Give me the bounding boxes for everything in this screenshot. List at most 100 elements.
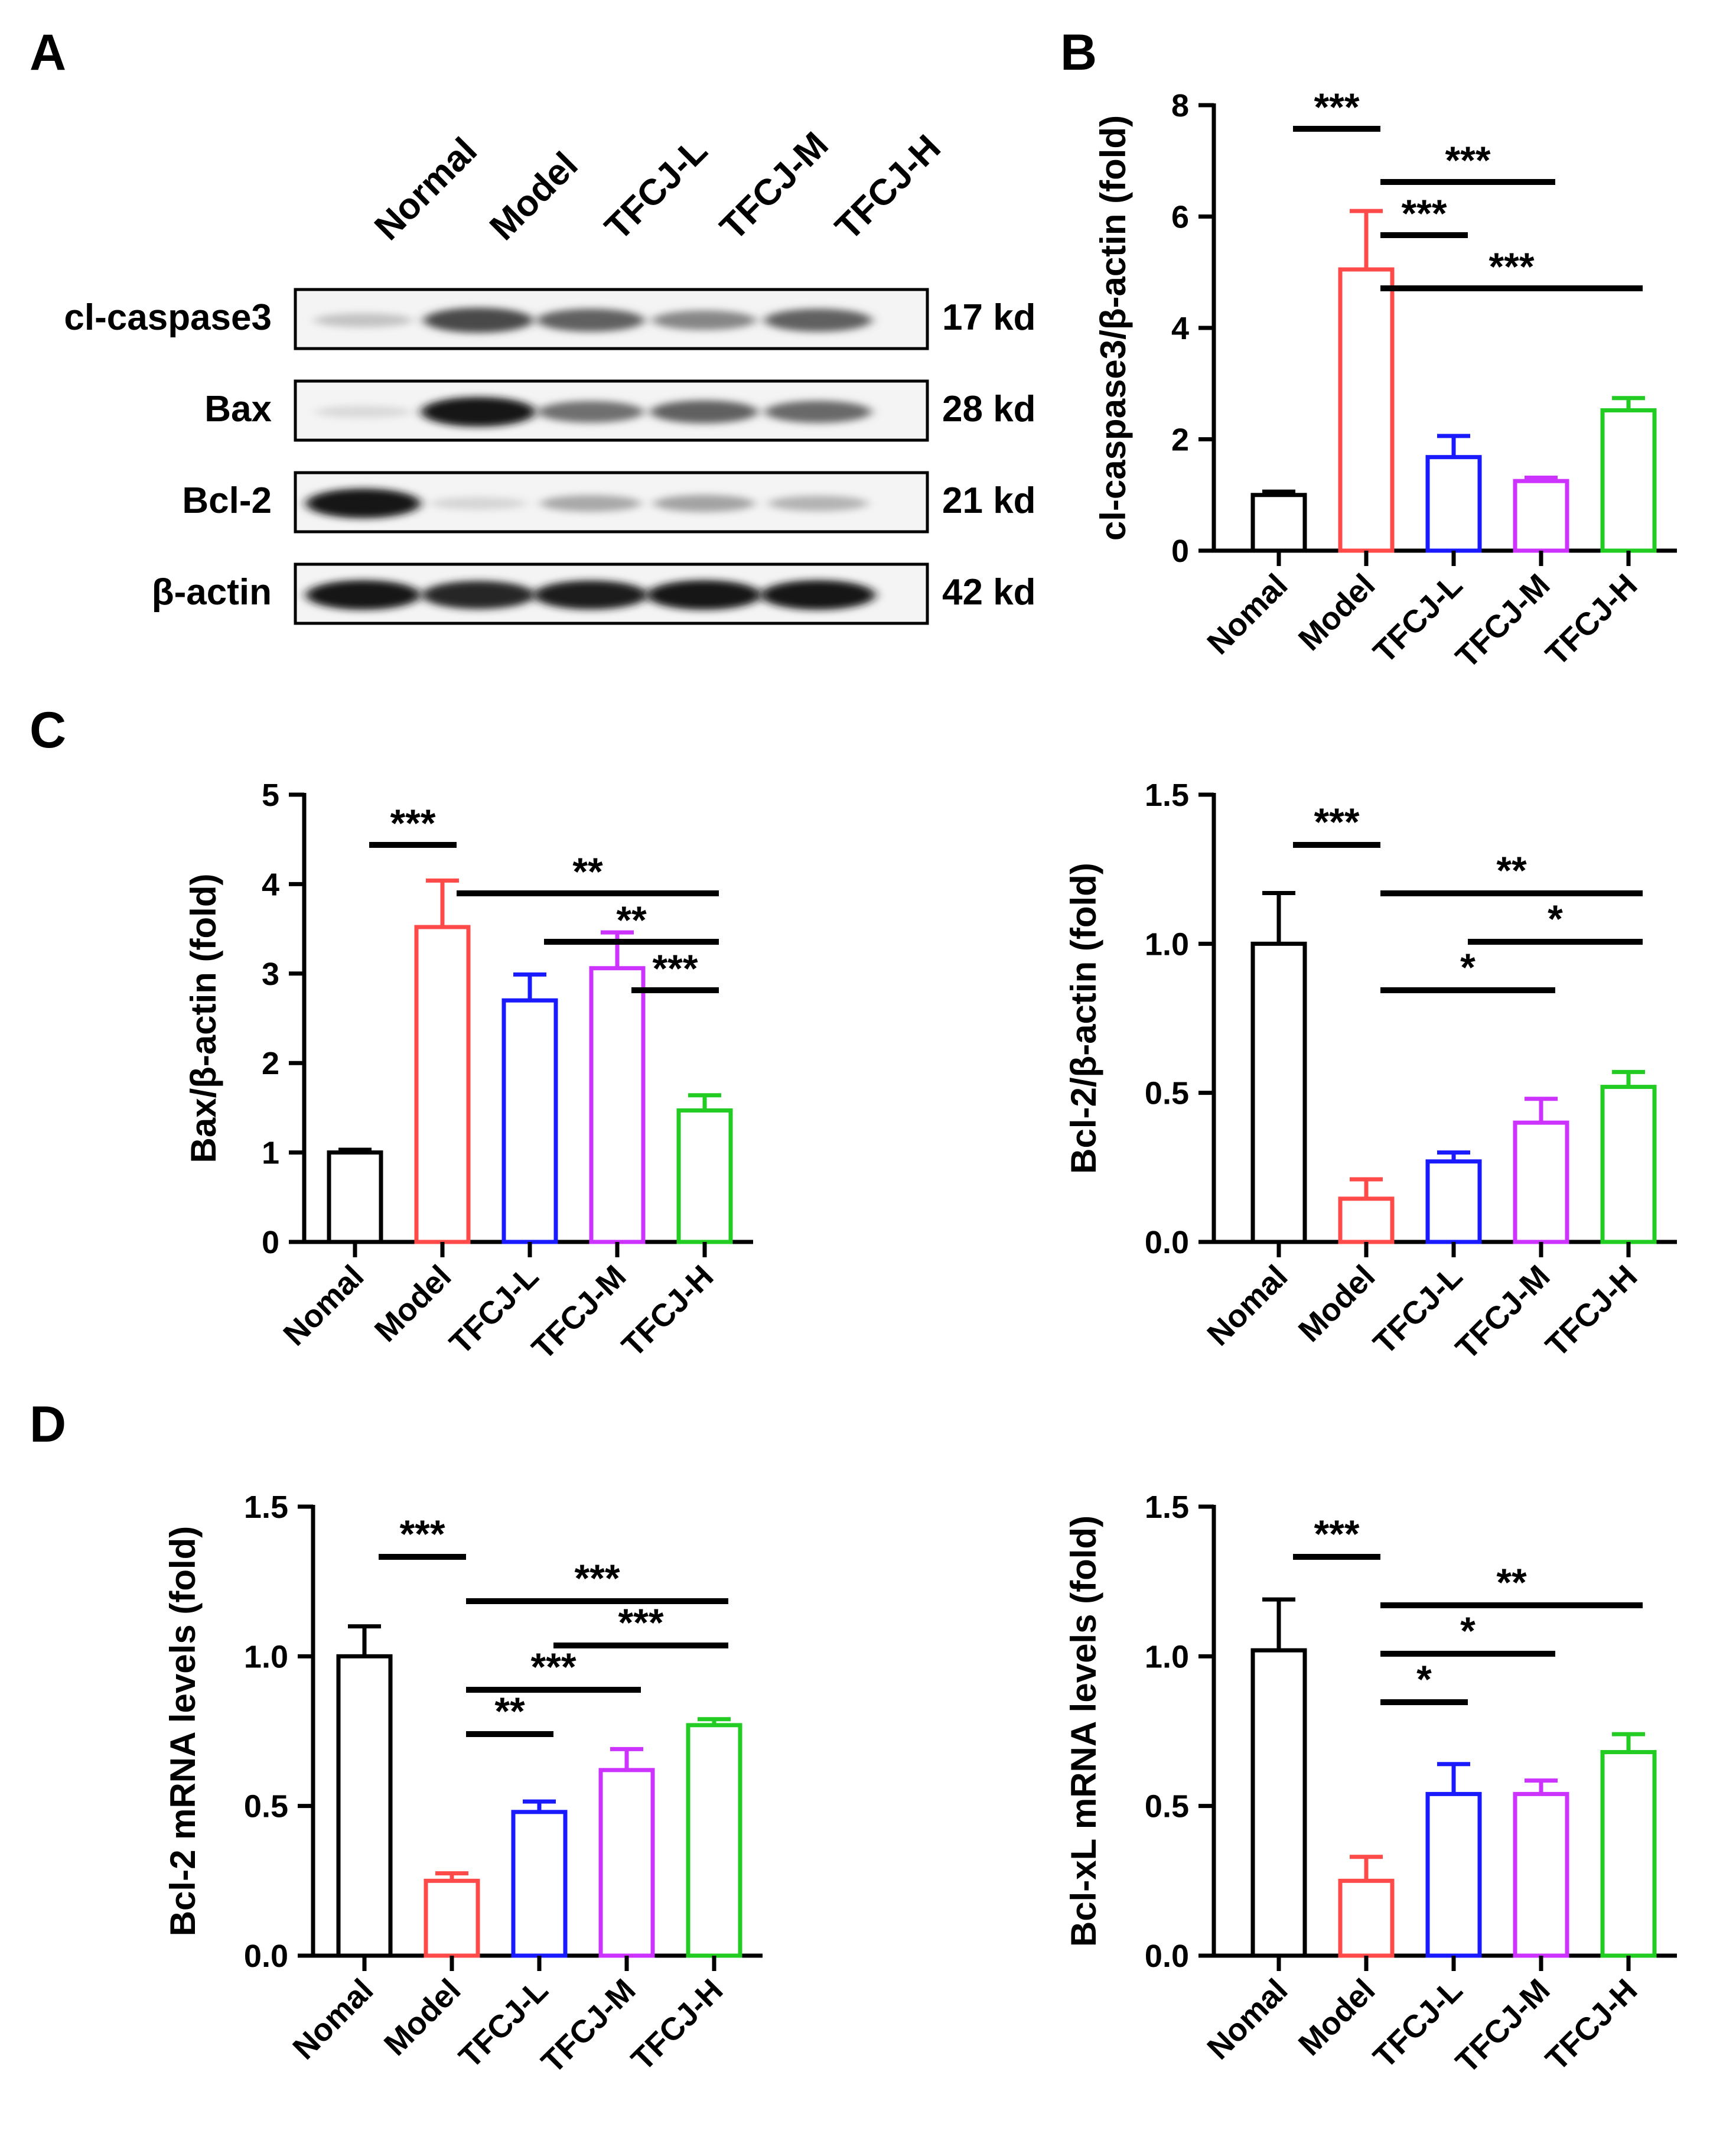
y-tick-label: 5 bbox=[262, 778, 279, 813]
significance-stars: *** bbox=[1489, 245, 1534, 288]
bar-tfcj-h bbox=[686, 1723, 742, 1958]
significance-stars: * bbox=[1416, 1657, 1432, 1701]
y-tick-label: 1 bbox=[262, 1136, 279, 1171]
blot-band bbox=[430, 497, 527, 510]
y-tick-label: 0.5 bbox=[1145, 1789, 1189, 1824]
y-tick-label: 0.5 bbox=[1145, 1076, 1189, 1111]
blot-size-label: 42 kd bbox=[942, 572, 1036, 613]
y-tick-label: 2 bbox=[1171, 422, 1189, 458]
x-tick-label-tfcj-m: TFCJ-M bbox=[1449, 1972, 1556, 2080]
x-tick-label-tfcj-h: TFCJ-H bbox=[615, 1258, 720, 1364]
blot-band bbox=[421, 396, 536, 427]
blot-band bbox=[540, 495, 641, 512]
x-tick-label-nomal: Nomal bbox=[1200, 1258, 1294, 1352]
significance-stars: ** bbox=[616, 898, 647, 942]
chart-bcl2-mrna: 0.0 0.5 1.0 1.5 Bcl-2 mRNA levels (fold) Noma… bbox=[163, 1489, 763, 2080]
y-tick-label: 1.0 bbox=[1145, 1639, 1189, 1674]
bar-tfcj-m bbox=[1513, 1791, 1569, 1958]
lane-header-tfcj-m: TFCJ-M bbox=[712, 124, 836, 248]
significance-stars: *** bbox=[652, 947, 698, 990]
panel-label-b: B bbox=[1060, 24, 1097, 81]
bar-nomal bbox=[1250, 1648, 1307, 1958]
bar-model bbox=[1338, 267, 1395, 553]
x-tick-label-tfcj-m: TFCJ-M bbox=[1449, 1258, 1556, 1366]
blot-band bbox=[315, 405, 412, 418]
blot-protein-label: cl-caspase3 bbox=[64, 297, 272, 338]
y-tick-label: 0.5 bbox=[244, 1789, 288, 1824]
blot-protein-label: β-actin bbox=[152, 572, 272, 613]
x-tick-label-tfcj-h: TFCJ-H bbox=[1539, 1972, 1644, 2077]
y-tick-label: 3 bbox=[262, 957, 279, 992]
blot-row-actin: β-actin 42 kd bbox=[152, 562, 1036, 625]
bar-tfcj-m bbox=[598, 1768, 655, 1958]
bar-tfcj-l bbox=[501, 998, 558, 1244]
blot-band bbox=[536, 308, 645, 332]
y-tick-label: 8 bbox=[1171, 88, 1189, 123]
x-tick-label-tfcj-m: TFCJ-M bbox=[535, 1972, 642, 2080]
y-axis-title: Bcl-xL mRNA levels (fold) bbox=[1064, 1515, 1103, 1947]
significance-stars: *** bbox=[574, 1556, 620, 1600]
blot-band bbox=[422, 581, 535, 609]
blot-band bbox=[538, 401, 644, 423]
bar-model bbox=[1338, 1878, 1395, 1958]
bar-model bbox=[414, 925, 471, 1244]
lane-header-tfcj-h: TFCJ-H bbox=[828, 127, 949, 248]
significance-stars: ** bbox=[494, 1689, 525, 1733]
bar-model bbox=[1338, 1196, 1395, 1244]
blot-size-label: 17 kd bbox=[942, 297, 1036, 338]
blot-band bbox=[760, 580, 876, 610]
blot-protein-label: Bax bbox=[204, 389, 272, 430]
y-tick-label: 0 bbox=[1171, 534, 1189, 569]
blot-band bbox=[646, 580, 762, 610]
significance-stars: * bbox=[1460, 1609, 1476, 1653]
y-tick-label: 0.0 bbox=[244, 1939, 288, 1974]
x-tick-label-tfcj-h: TFCJ-H bbox=[624, 1972, 729, 2077]
blot-band bbox=[764, 401, 872, 423]
blot-band bbox=[653, 495, 755, 512]
y-tick-label: 4 bbox=[262, 867, 279, 902]
blot-band bbox=[305, 580, 421, 610]
y-tick-label: 0.0 bbox=[1145, 1225, 1189, 1260]
significance-stars: *** bbox=[1314, 85, 1359, 129]
y-tick-label: 4 bbox=[1171, 311, 1189, 346]
blot-band bbox=[650, 400, 758, 424]
bar-tfcj-l bbox=[1425, 1159, 1482, 1244]
y-axis-title: Bcl-2 mRNA levels (fold) bbox=[163, 1526, 203, 1937]
bar-tfcj-h bbox=[676, 1108, 733, 1244]
y-tick-label: 6 bbox=[1171, 200, 1189, 235]
y-tick-label: 0.0 bbox=[1145, 1939, 1189, 1974]
lane-header-normal: Normal bbox=[367, 130, 485, 248]
significance-stars: *** bbox=[530, 1645, 576, 1689]
y-axis-title: Bax/β-actin (fold) bbox=[184, 874, 223, 1163]
significance-stars: ** bbox=[1496, 848, 1527, 892]
bar-tfcj-l bbox=[1425, 455, 1482, 553]
bar-tfcj-l bbox=[1425, 1791, 1482, 1958]
bar-model bbox=[424, 1878, 480, 1958]
blot-band bbox=[768, 495, 868, 512]
x-tick-label-nomal: Nomal bbox=[286, 1972, 380, 2066]
bar-tfcj-m bbox=[1513, 479, 1569, 553]
y-tick-label: 1.5 bbox=[244, 1489, 288, 1525]
significance-stars: *** bbox=[399, 1512, 445, 1556]
blot-band bbox=[533, 580, 648, 610]
significance-stars: *** bbox=[390, 801, 435, 845]
blot-protein-label: Bcl-2 bbox=[182, 480, 272, 521]
bar-tfcj-m bbox=[1513, 1120, 1569, 1244]
y-tick-label: 1.0 bbox=[244, 1639, 288, 1674]
chart-bclxl-mrna: 0.0 0.5 1.0 1.5 Bcl-xL mRNA levels (fold) Nom… bbox=[1064, 1489, 1677, 2080]
significance-stars: *** bbox=[1314, 1512, 1359, 1556]
blot-band bbox=[764, 308, 872, 332]
x-tick-label-tfcj-m: TFCJ-M bbox=[1449, 567, 1556, 675]
blot-band bbox=[314, 313, 413, 328]
bar-tfcj-m bbox=[589, 966, 646, 1244]
significance-stars: * bbox=[1460, 945, 1476, 989]
significance-stars: *** bbox=[618, 1601, 663, 1644]
x-tick-label-nomal: Nomal bbox=[1200, 1972, 1294, 2066]
blot-size-label: 28 kd bbox=[942, 389, 1036, 430]
x-tick-label-nomal: Nomal bbox=[276, 1258, 370, 1352]
significance-stars: * bbox=[1548, 897, 1563, 941]
panel-label-c: C bbox=[30, 702, 66, 759]
